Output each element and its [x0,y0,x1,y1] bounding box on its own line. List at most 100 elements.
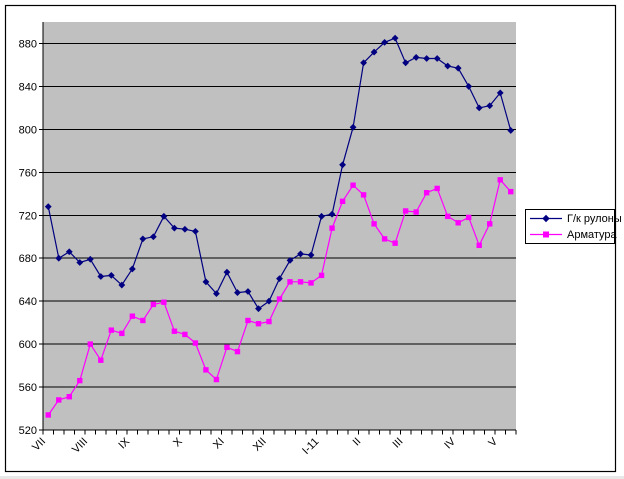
series-marker-diamond [244,288,252,295]
series-marker-diamond [255,305,262,313]
series-marker-diamond [297,250,304,258]
series-marker-square [77,377,83,384]
y-axis-label: 800 [19,124,37,136]
series-marker-diamond [454,64,462,72]
series-marker-diamond [276,275,283,283]
series-marker-diamond [97,273,105,280]
series-marker-diamond [444,62,452,70]
series-marker-diamond [139,235,147,243]
series-marker-square [308,280,314,286]
series-marker-diamond [486,102,494,110]
series-marker-square [129,313,136,319]
legend-label: Арматура [567,228,617,241]
series-marker-diamond [192,227,199,235]
y-axis-label: 880 [19,38,37,50]
series-marker-square [350,182,356,188]
series-marker-square [339,198,346,205]
series-marker-square [182,331,188,338]
series-marker-square [371,221,377,227]
y-axis-label: 640 [19,296,37,308]
series-marker-square [119,330,125,337]
series-marker-square [224,344,230,351]
series-marker-square [287,279,293,285]
series-marker-square [402,208,409,214]
series-marker-square [213,376,220,383]
series-marker-diamond [202,278,210,286]
series-marker-diamond [391,34,399,42]
series-marker-diamond [423,55,431,62]
series-marker-square [203,367,209,373]
series-marker-square [255,321,262,327]
series-marker-diamond [107,271,115,279]
series-marker-square [423,190,430,196]
series-marker-square [161,299,167,305]
series-marker-diamond [328,210,336,218]
series-marker-diamond [55,254,63,262]
window-edge [0,476,624,479]
series-marker-diamond [213,290,220,298]
series-marker-diamond [381,39,389,46]
series-marker-square [140,317,146,324]
series-marker-diamond [128,265,136,273]
series-marker-diamond [286,256,294,264]
series-marker-square [56,397,62,403]
series-marker-square [329,225,335,231]
series-marker-diamond [339,161,346,169]
series-marker-diamond [307,251,315,259]
series-marker-diamond [170,224,178,232]
y-axis-label: 680 [19,253,37,265]
series-marker-square [487,221,493,227]
series-marker-square [444,213,451,220]
series-marker-diamond [44,203,52,211]
legend: Г/к рулоны Арматура [525,209,622,244]
series-marker-square [192,340,199,346]
series-marker-square [497,177,503,183]
series-marker-diamond [181,225,189,233]
series-marker-diamond [465,83,473,90]
y-axis-label: 760 [19,167,37,179]
series-marker-square [45,412,51,418]
series-marker-diamond [318,212,325,220]
series-marker-square [98,357,104,363]
series-marker-square [466,214,472,221]
series-marker-square [392,240,398,246]
series-marker-square [245,317,251,324]
series-marker-square [150,301,157,308]
series-marker-square [413,209,419,215]
series-marker-square [297,279,304,285]
series-marker-diamond [349,123,357,131]
series-marker-diamond [118,281,126,289]
series-marker-diamond [234,289,241,296]
legend-item-rebar: Арматура [530,227,617,243]
series-marker-square [455,220,461,226]
series-marker-square [434,185,440,192]
plot-area [43,22,516,430]
series-marker-diamond [265,297,273,305]
series-marker-diamond [370,48,378,56]
series-marker-diamond [160,212,168,220]
series-marker-diamond [149,233,157,241]
series-marker-diamond [360,59,367,67]
y-axis-label: 600 [19,339,37,351]
series-marker-square [108,327,115,333]
series-marker-square [66,394,72,400]
series-marker-square [318,272,325,279]
series-marker-square [171,328,178,334]
y-axis-label: 720 [19,210,37,222]
legend-label: Г/к рулоны [567,212,622,225]
y-axis-label: 840 [19,81,37,93]
series-marker-diamond [496,89,504,97]
series-marker-square [508,188,514,195]
legend-item-hot-rolled-coils: Г/к рулоны [530,211,622,227]
series-marker-diamond [433,55,441,62]
series-marker-square [234,348,241,355]
y-axis-label: 560 [19,382,37,394]
series-marker-square [276,296,283,302]
series-marker-diamond [86,255,94,263]
series-marker-diamond [412,54,420,61]
series-marker-diamond [507,127,515,134]
series-marker-diamond [65,248,73,256]
series-marker-diamond [475,104,483,112]
